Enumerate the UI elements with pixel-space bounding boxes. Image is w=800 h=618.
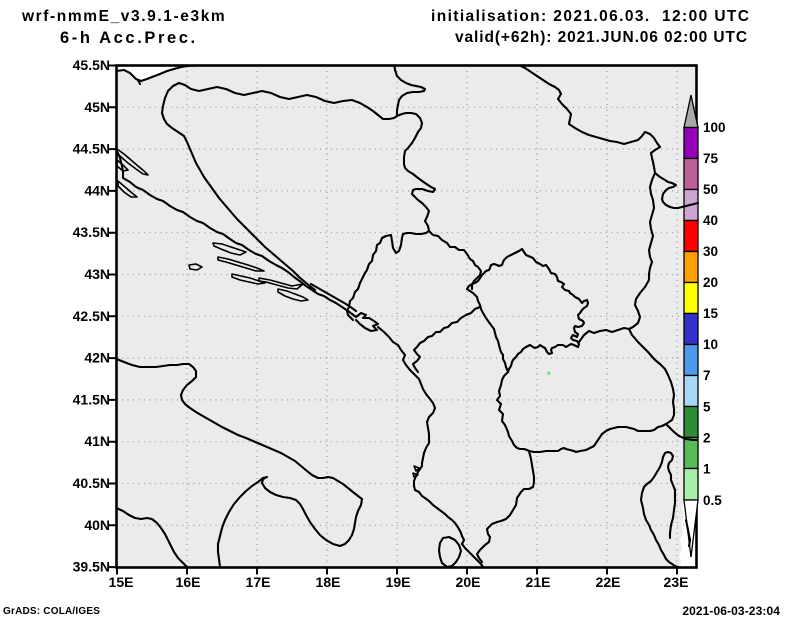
svg-text:50: 50: [703, 182, 718, 197]
svg-text:GrADS: COLA/IGES: GrADS: COLA/IGES: [3, 606, 100, 617]
svg-text:23E: 23E: [664, 574, 689, 590]
svg-text:15E: 15E: [109, 574, 134, 590]
svg-text:5: 5: [703, 400, 711, 415]
svg-text:41N: 41N: [84, 433, 110, 449]
svg-text:75: 75: [703, 151, 719, 166]
svg-text:21E: 21E: [526, 574, 551, 590]
svg-text:6-h Acc.Prec.: 6-h Acc.Prec.: [60, 29, 198, 47]
svg-text:45N: 45N: [84, 99, 110, 115]
svg-text:22E: 22E: [596, 574, 621, 590]
svg-text:1: 1: [703, 462, 711, 477]
svg-text:100: 100: [703, 120, 726, 135]
svg-text:20E: 20E: [456, 574, 481, 590]
svg-text:40.5N: 40.5N: [73, 475, 110, 491]
svg-text:15: 15: [703, 306, 719, 321]
svg-text:42.5N: 42.5N: [73, 308, 110, 324]
svg-text:30: 30: [703, 244, 718, 259]
svg-text:7: 7: [703, 368, 711, 383]
svg-text:20: 20: [703, 275, 718, 290]
svg-text:18E: 18E: [316, 574, 341, 590]
svg-text:39.5N: 39.5N: [73, 559, 110, 575]
svg-text:45.5N: 45.5N: [73, 57, 110, 73]
svg-text:valid(+62h): 2021.JUN.06 02:00: valid(+62h): 2021.JUN.06 02:00 UTC: [455, 29, 748, 46]
svg-text:43.5N: 43.5N: [73, 224, 110, 240]
svg-text:43N: 43N: [84, 266, 110, 282]
svg-text:2: 2: [703, 431, 711, 446]
svg-text:40: 40: [703, 213, 718, 228]
svg-text:17E: 17E: [246, 574, 271, 590]
svg-text:19E: 19E: [386, 574, 411, 590]
svg-text:44N: 44N: [84, 182, 110, 198]
svg-text:10: 10: [703, 337, 718, 352]
svg-text:wrf-nmmE_v3.9.1-e3km: wrf-nmmE_v3.9.1-e3km: [21, 8, 226, 25]
svg-text:initialisation: 2021.06.03. 1: initialisation: 2021.06.03. 12:00 UTC: [431, 8, 750, 25]
svg-text:0.5: 0.5: [703, 493, 722, 508]
svg-text:2021-06-03-23:04: 2021-06-03-23:04: [682, 604, 780, 618]
svg-text:16E: 16E: [176, 574, 201, 590]
svg-text:44.5N: 44.5N: [73, 141, 110, 157]
svg-text:42N: 42N: [84, 350, 110, 366]
svg-text:40N: 40N: [84, 517, 110, 533]
svg-text:41.5N: 41.5N: [73, 391, 110, 407]
